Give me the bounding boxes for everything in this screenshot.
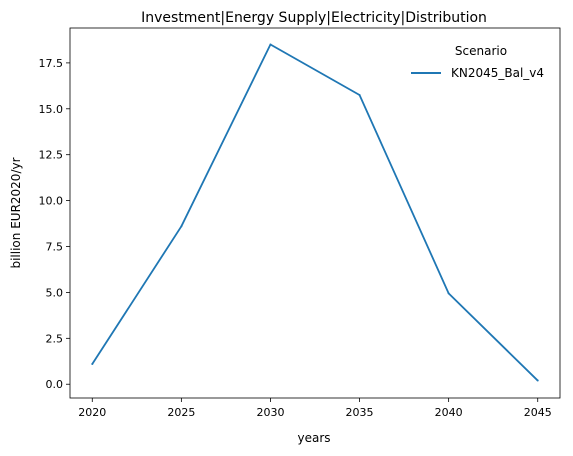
plot-area xyxy=(69,27,561,399)
x-tick-label: 2020 xyxy=(78,406,106,419)
data-point xyxy=(91,363,94,366)
y-tick-label: 0.0 xyxy=(46,378,64,391)
x-axis: 2020 2025 2030 2035 2040 2045 xyxy=(78,398,552,419)
data-point xyxy=(536,379,539,382)
x-axis-label: years xyxy=(297,431,330,445)
x-tick-label: 2030 xyxy=(256,406,284,419)
y-tick-label: 7.5 xyxy=(46,241,64,254)
y-tick-label: 17.5 xyxy=(39,57,64,70)
x-tick-label: 2045 xyxy=(524,406,552,419)
data-point xyxy=(180,225,183,228)
y-tick-label: 12.5 xyxy=(39,149,64,162)
chart-title: Investment|Energy Supply|Electricity|Dis… xyxy=(141,10,487,26)
x-tick-label: 2035 xyxy=(346,406,374,419)
x-tick-label: 2040 xyxy=(435,406,463,419)
data-point xyxy=(447,292,450,295)
data-point xyxy=(358,94,361,97)
y-tick-label: 5.0 xyxy=(46,286,64,299)
y-tick-label: 15.0 xyxy=(39,103,64,116)
y-tick-label: 2.5 xyxy=(46,332,64,345)
legend-title: Scenario xyxy=(455,44,507,58)
data-point xyxy=(269,43,272,46)
series-layer xyxy=(91,43,539,382)
legend: Scenario KN2045_Bal_v4 xyxy=(411,44,544,80)
legend-label: KN2045_Bal_v4 xyxy=(451,66,544,80)
y-tick-label: 10.0 xyxy=(39,195,64,208)
series-line xyxy=(91,43,539,382)
y-axis-label: billion EUR2020/yr xyxy=(9,157,23,268)
y-axis: 0.0 2.5 5.0 7.5 10.0 12.5 15.0 17.5 xyxy=(39,57,70,391)
x-tick-label: 2025 xyxy=(167,406,195,419)
